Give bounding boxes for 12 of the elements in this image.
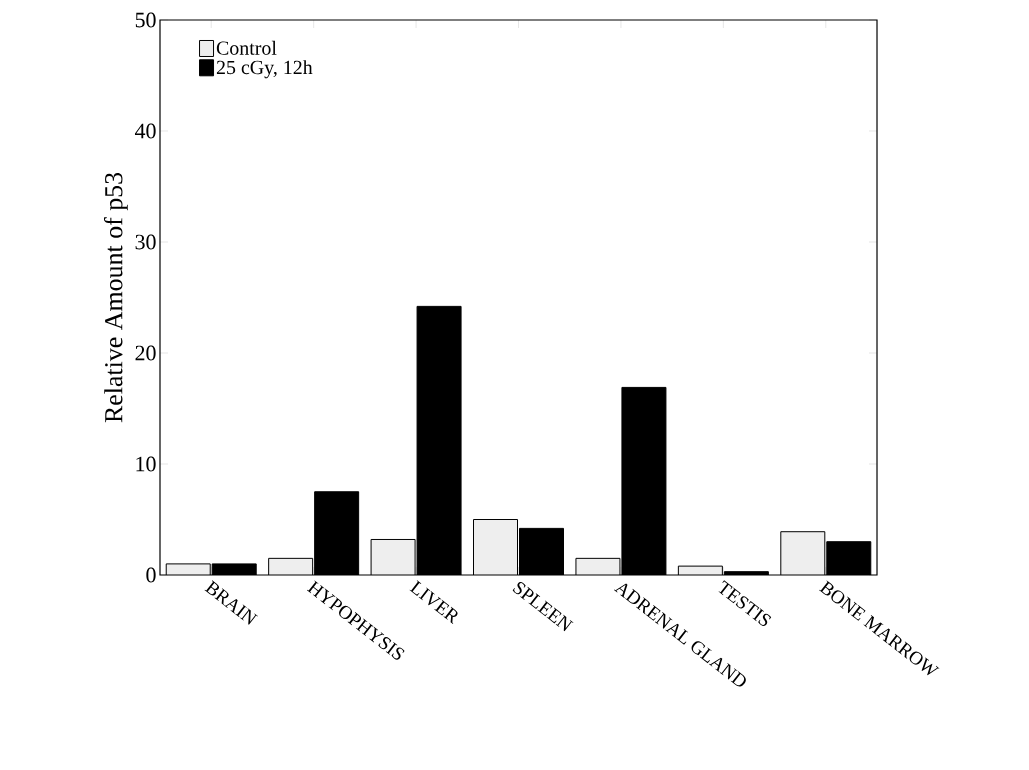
y-tick-label: 50 — [135, 12, 156, 28]
y-tick-label: 0 — [146, 567, 156, 583]
bar — [780, 531, 826, 575]
y-tick-label: 30 — [135, 234, 156, 250]
legend-label: Control — [216, 40, 277, 55]
y-tick-label: 40 — [134, 123, 156, 139]
legend-label: 25 cGy, 12h — [216, 60, 313, 79]
y-tick-label: 20 — [135, 345, 156, 361]
bar — [371, 539, 416, 575]
y-axis-title: Relative Amount of p53 — [103, 172, 128, 423]
bar — [473, 519, 518, 575]
y-tick-label: 10 — [136, 456, 156, 472]
